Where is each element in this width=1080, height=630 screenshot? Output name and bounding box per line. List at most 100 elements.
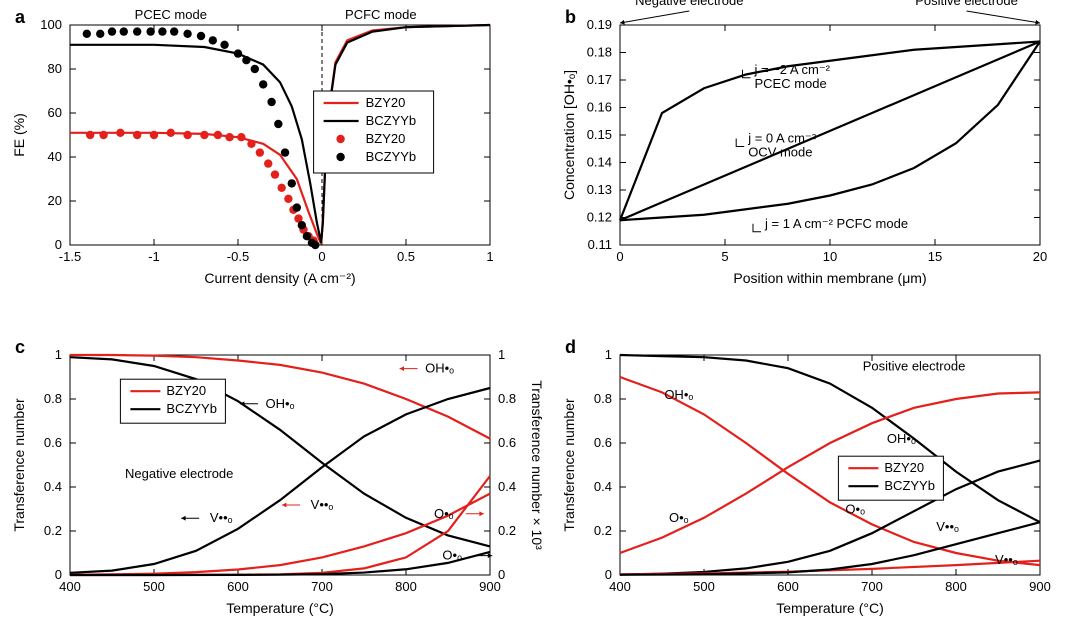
svg-text:Position within membrane (μm): Position within membrane (μm): [733, 270, 926, 286]
svg-text:PCEC mode: PCEC mode: [135, 7, 207, 22]
svg-text:0.2: 0.2: [44, 523, 62, 538]
svg-text:0.6: 0.6: [44, 435, 62, 450]
marker-bczy: [133, 27, 141, 35]
marker-bczy: [234, 49, 242, 57]
series: [620, 355, 1040, 522]
marker-bczy: [267, 98, 275, 106]
svg-text:BZY20: BZY20: [166, 383, 206, 398]
svg-text:800: 800: [395, 579, 417, 594]
svg-text:0.12: 0.12: [587, 210, 612, 225]
marker-bczy: [108, 27, 116, 35]
marker-bzy: [214, 131, 222, 139]
svg-text:0: 0: [498, 567, 505, 582]
marker-bczy: [120, 27, 128, 35]
marker-bczy: [298, 221, 306, 229]
svg-text:800: 800: [945, 579, 967, 594]
svg-text:OH•ₒ: OH•ₒ: [664, 387, 693, 402]
svg-text:Concentration [OH•ₒ]: Concentration [OH•ₒ]: [561, 70, 577, 200]
svg-text:j = 0 A cm⁻²: j = 0 A cm⁻²: [747, 131, 817, 146]
panel-label-c: c: [15, 337, 25, 358]
svg-text:Transference number: Transference number: [11, 398, 27, 532]
svg-text:j = 1 A cm⁻² PCFC mode: j = 1 A cm⁻² PCFC mode: [764, 216, 908, 231]
svg-text:0.11: 0.11: [588, 237, 612, 252]
svg-text:0.15: 0.15: [587, 127, 612, 142]
svg-text:0: 0: [605, 567, 612, 582]
svg-text:40: 40: [48, 149, 62, 164]
panel-label-d: d: [565, 337, 576, 358]
svg-text:OH•ₒ: OH•ₒ: [266, 396, 295, 411]
svg-text:1: 1: [486, 249, 493, 264]
svg-text:-1.5: -1.5: [59, 249, 81, 264]
svg-text:Positive electrode: Positive electrode: [915, 0, 1018, 8]
svg-text:0.13: 0.13: [587, 182, 612, 197]
svg-text:0.8: 0.8: [44, 391, 62, 406]
marker-bczy: [170, 27, 178, 35]
svg-text:FE (%): FE (%): [11, 113, 27, 157]
marker-bczy: [311, 241, 319, 249]
svg-text:O•ₒ: O•ₒ: [845, 501, 865, 516]
svg-text:Transference number × 10³: Transference number × 10³: [529, 380, 545, 550]
svg-text:0: 0: [318, 249, 325, 264]
svg-text:600: 600: [777, 579, 799, 594]
svg-text:O•ₒ: O•ₒ: [434, 506, 454, 521]
marker-bczy: [251, 65, 259, 73]
svg-text:-0.5: -0.5: [227, 249, 249, 264]
svg-text:0.8: 0.8: [498, 391, 516, 406]
panel-label-a: a: [15, 7, 25, 28]
svg-text:0.17: 0.17: [587, 72, 612, 87]
series: [70, 552, 490, 575]
marker-bzy: [247, 140, 255, 148]
svg-text:OCV mode: OCV mode: [748, 145, 812, 160]
svg-text:O•ₒ: O•ₒ: [669, 510, 689, 525]
svg-text:500: 500: [693, 579, 715, 594]
svg-text:10: 10: [823, 249, 837, 264]
svg-text:0.4: 0.4: [498, 479, 516, 494]
svg-text:V••ₒ: V••ₒ: [936, 519, 959, 534]
svg-text:15: 15: [928, 249, 942, 264]
svg-text:400: 400: [59, 579, 81, 594]
svg-text:20: 20: [48, 193, 62, 208]
marker-bczy: [209, 36, 217, 44]
marker-bczy: [146, 27, 154, 35]
marker-bzy: [225, 133, 233, 141]
svg-text:0: 0: [616, 249, 623, 264]
svg-text:Temperature (°C): Temperature (°C): [776, 600, 884, 616]
marker-bczy: [83, 30, 91, 38]
svg-text:0: 0: [55, 567, 62, 582]
svg-text:BCZYYb: BCZYYb: [166, 401, 217, 416]
marker-bczy: [288, 179, 296, 187]
svg-text:0.2: 0.2: [594, 523, 612, 538]
svg-text:0.4: 0.4: [594, 479, 612, 494]
marker-bzy: [200, 131, 208, 139]
marker-bzy: [264, 159, 272, 167]
svg-text:BCZYYb: BCZYYb: [366, 149, 417, 164]
svg-text:Positive electrode: Positive electrode: [863, 358, 966, 373]
svg-text:BZY20: BZY20: [366, 95, 406, 110]
marker-bczy: [303, 232, 311, 240]
series: [620, 522, 1040, 575]
marker-bczy: [197, 32, 205, 40]
svg-text:Transference number: Transference number: [561, 398, 577, 532]
marker-bczy: [242, 56, 250, 64]
svg-text:0.16: 0.16: [587, 100, 612, 115]
marker-bczy: [96, 30, 104, 38]
svg-text:0.5: 0.5: [397, 249, 415, 264]
marker-bczy: [220, 41, 228, 49]
svg-text:1: 1: [498, 347, 505, 362]
svg-text:900: 900: [1029, 579, 1051, 594]
marker-bczy: [183, 30, 191, 38]
svg-text:Negative electrode: Negative electrode: [125, 466, 233, 481]
marker-bzy: [256, 148, 264, 156]
svg-text:OH•ₒ: OH•ₒ: [425, 361, 454, 376]
svg-text:0.4: 0.4: [44, 479, 62, 494]
svg-text:700: 700: [311, 579, 333, 594]
marker-bzy: [284, 195, 292, 203]
marker-bczy: [259, 80, 267, 88]
marker-bczy: [293, 203, 301, 211]
marker-bzy: [86, 131, 94, 139]
svg-text:BCZYYb: BCZYYb: [884, 478, 935, 493]
svg-text:OH•ₒ: OH•ₒ: [887, 431, 916, 446]
svg-text:600: 600: [227, 579, 249, 594]
marker-bzy: [116, 129, 124, 137]
svg-text:-1: -1: [148, 249, 160, 264]
